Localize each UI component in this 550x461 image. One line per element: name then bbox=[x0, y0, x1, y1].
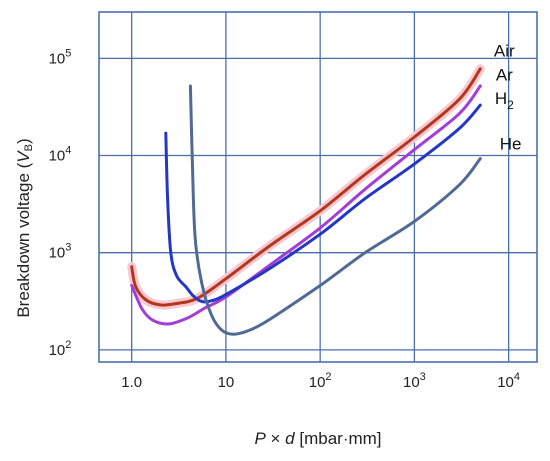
y-tick-label-0: 102 bbox=[49, 339, 72, 359]
y-tick-label-3: 105 bbox=[49, 47, 72, 67]
series-label-ar: Ar bbox=[496, 66, 513, 85]
series-halo-air bbox=[127, 64, 485, 310]
y-tick-label-2: 104 bbox=[49, 145, 72, 165]
series-lines bbox=[127, 64, 485, 336]
x-tick-label-1: 10 bbox=[218, 374, 235, 391]
series-label-h2: H2 bbox=[495, 89, 514, 112]
y-tick-labels: 102 103 104 105 bbox=[49, 47, 72, 358]
y-axis-label: Breakdown voltage (VB) bbox=[14, 138, 35, 317]
series-line-ar bbox=[130, 84, 482, 326]
y-tick-label-1: 103 bbox=[49, 242, 72, 262]
plot-frame bbox=[98, 11, 538, 363]
series-label-air: Air bbox=[494, 42, 515, 61]
x-tick-label-2: 102 bbox=[309, 371, 332, 391]
series-line-air bbox=[130, 67, 482, 307]
series-line-he bbox=[188, 84, 482, 336]
x-tick-labels: 1.0 10 102 103 104 bbox=[121, 371, 520, 391]
x-tick-label-0: 1.0 bbox=[121, 374, 142, 391]
x-tick-label-4: 104 bbox=[497, 371, 520, 391]
series-labels: Air Ar H2 He bbox=[494, 42, 522, 154]
x-axis-label: P × d [mbar·mm] bbox=[254, 429, 381, 448]
series-line-h2 bbox=[164, 103, 482, 304]
x-tick-label-3: 103 bbox=[403, 371, 426, 391]
series-label-he: He bbox=[500, 135, 522, 154]
